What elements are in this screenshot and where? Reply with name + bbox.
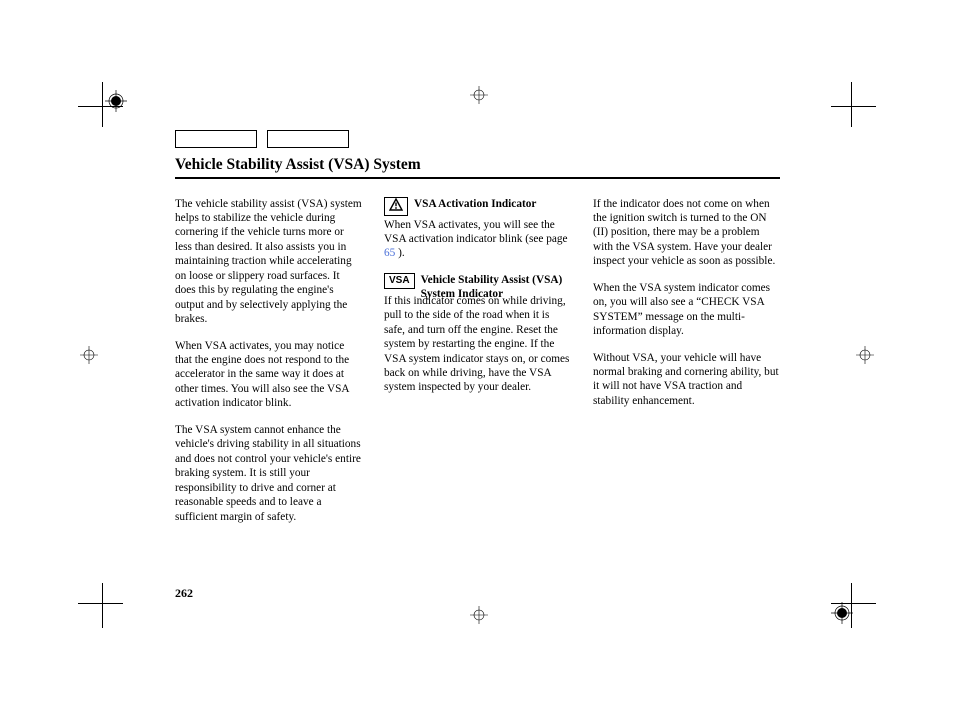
registration-mark-icon <box>831 602 849 620</box>
column-1: The vehicle stability assist (VSA) syste… <box>175 197 362 537</box>
registration-target-icon <box>470 606 488 624</box>
body-paragraph: If this indicator comes on while driving… <box>384 294 571 395</box>
body-paragraph: When VSA activates, you may notice that … <box>175 339 362 411</box>
registration-mark-icon <box>105 90 123 108</box>
vsa-icon: VSA <box>384 273 415 289</box>
body-paragraph: If the indicator does not come on when t… <box>593 197 780 269</box>
header-tab-box <box>267 130 349 148</box>
subheading-block: VSA Activation Indicator <box>384 197 571 216</box>
page-content: Vehicle Stability Assist (VSA) System Th… <box>175 130 780 601</box>
title-rule <box>175 177 780 179</box>
column-3: If the indicator does not come on when t… <box>593 197 780 537</box>
registration-target-icon <box>856 346 874 364</box>
page-link[interactable]: 65 <box>384 247 395 259</box>
body-paragraph: When VSA activates, you will see the VSA… <box>384 218 571 261</box>
registration-target-icon <box>470 86 488 104</box>
text-columns: The vehicle stability assist (VSA) syste… <box>175 197 780 537</box>
subheading: VSA Activation Indicator <box>414 197 571 211</box>
column-2: VSA Activation Indicator When VSA activa… <box>384 197 571 537</box>
body-text: ). <box>395 247 404 259</box>
body-paragraph: Without VSA, your vehicle will have norm… <box>593 351 780 409</box>
header-tabs <box>175 130 780 148</box>
registration-target-icon <box>80 346 98 364</box>
page-number: 262 <box>175 586 780 601</box>
page-title: Vehicle Stability Assist (VSA) System <box>175 156 780 174</box>
body-paragraph: The VSA system cannot enhance the vehicl… <box>175 423 362 524</box>
warning-triangle-icon <box>384 197 408 216</box>
body-text: When VSA activates, you will see the VSA… <box>384 219 568 245</box>
body-paragraph: When the VSA system indicator comes on, … <box>593 281 780 339</box>
body-paragraph: The vehicle stability assist (VSA) syste… <box>175 197 362 327</box>
header-tab-box <box>175 130 257 148</box>
